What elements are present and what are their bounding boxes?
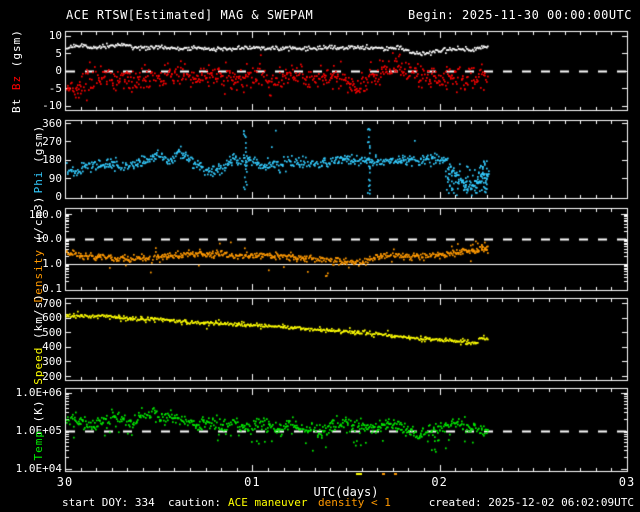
y-tick-label-phi: 180 [42, 153, 62, 167]
y-tick-label-speed: 500 [42, 325, 62, 339]
plot-title: ACE RTSW[Estimated] MAG & SWEPAM [66, 8, 314, 22]
x-tick-label: 01 [244, 475, 261, 489]
y-tick-label-temp: 1.0E+04 [15, 462, 62, 475]
footer-start-doy: start DOY: 334 [62, 496, 155, 509]
y-tick-label-speed: 700 [42, 296, 62, 310]
footer-caution-density: density < 1 [318, 496, 391, 509]
y-tick-label-phi: 0 [55, 190, 62, 203]
y-tick-label-phi: 360 [42, 116, 62, 130]
y-tick-label-density: 0.1 [42, 282, 62, 295]
panel-label-temp: Temp (K) [32, 399, 45, 460]
y-tick-label-speed: 300 [42, 354, 62, 368]
y-tick-label-temp: 1.0E+05 [15, 424, 62, 437]
y-tick-label-mag: 0 [55, 64, 62, 77]
y-tick-label-phi: 270 [42, 134, 62, 148]
y-tick-label-mag: 10 [48, 29, 62, 42]
panel-label-density: Density (/cm3) [32, 195, 45, 303]
y-tick-label-speed: 400 [42, 340, 62, 354]
x-tick-label: 30 [56, 475, 74, 489]
panel-label-mag: Bt Bz (gsm) [10, 28, 23, 113]
x-axis-label: UTC(days) [313, 485, 379, 499]
y-tick-label-phi: 90 [48, 171, 62, 185]
footer-caution-maneuver: ACE maneuver [228, 496, 308, 509]
footer-caution-label: caution: [168, 496, 221, 509]
y-tick-label-speed: 200 [42, 369, 62, 383]
x-tick-label: 02 [431, 475, 448, 489]
y-tick-label-density: 10.0 [35, 232, 63, 246]
y-tick-label-density: 1.0 [42, 257, 62, 271]
x-tick-label: 03 [618, 475, 636, 489]
begin-timestamp: Begin: 2025-11-30 00:00:00UTC [407, 8, 632, 22]
y-tick-label-mag: 5 [55, 46, 62, 60]
y-tick-label-temp: 1.0E+06 [15, 386, 62, 399]
panel-label-phi: Phi (gsm) [32, 124, 45, 194]
y-tick-label-mag: -5 [48, 81, 62, 95]
footer-created-timestamp: created: 2025-12-02 06:02:09UTC [428, 496, 634, 509]
y-tick-label-mag: -10 [42, 99, 62, 112]
y-tick-label-speed: 600 [42, 311, 62, 325]
y-tick-label-density: 100.0 [28, 207, 62, 221]
panel-label-speed: Speed (km/s) [32, 293, 45, 385]
